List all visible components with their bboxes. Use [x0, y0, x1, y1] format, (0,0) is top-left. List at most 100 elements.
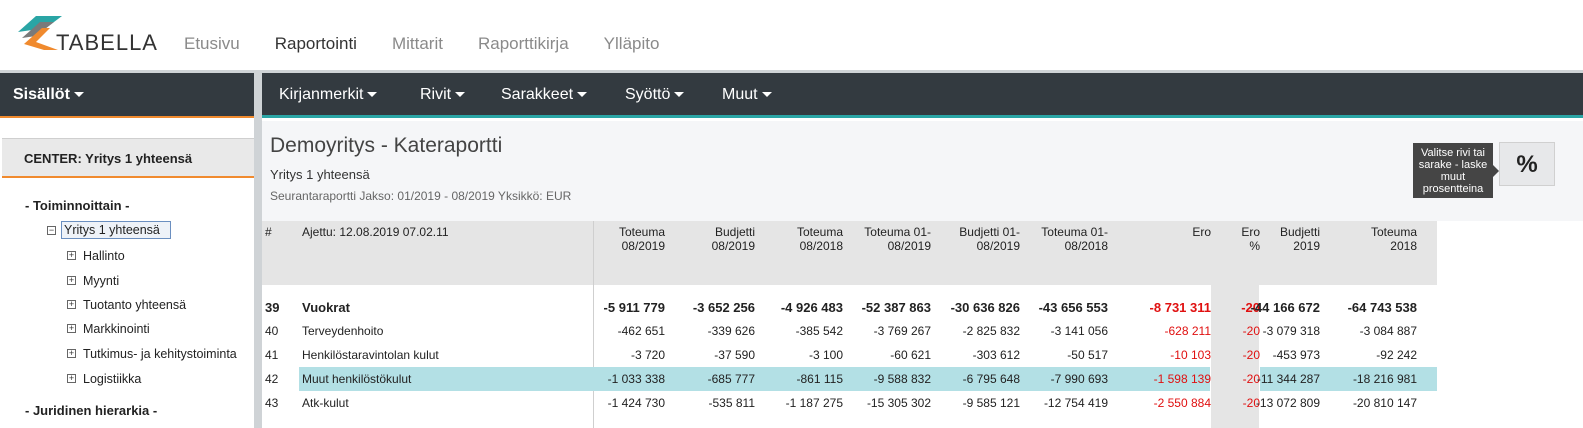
col-header[interactable]: Ero [1192, 225, 1211, 239]
nav-raporttikirja[interactable]: Raporttikirja [477, 34, 569, 53]
cell-value[interactable]: -92 242 [1376, 348, 1417, 362]
cell-value[interactable]: -20 [1242, 372, 1260, 386]
cell-value[interactable]: -3 720 [630, 348, 665, 362]
cell-value[interactable]: -453 973 [1272, 348, 1320, 362]
caret-down-icon [455, 92, 466, 98]
table-row[interactable]: 41 Henkilöstaravintolan kulut -3 720 -37 59… [262, 343, 1437, 367]
cell-value[interactable]: -2 550 884 [1153, 396, 1211, 410]
col-header[interactable]: Toteuma 08/2019 [619, 225, 665, 253]
table-row[interactable]: 42 Muut henkilöstökulut -1 033 338 -685 777… [262, 367, 1437, 391]
menu-rivit[interactable]: Rivit [420, 86, 466, 104]
cell-value[interactable]: -628 211 [1164, 324, 1211, 338]
cell-value[interactable]: -20 [1242, 348, 1260, 362]
cell-value[interactable]: -50 517 [1067, 348, 1108, 362]
menu-syotto[interactable]: Syöttö [625, 86, 685, 104]
cell-value[interactable]: -6 795 648 [962, 372, 1020, 386]
menu-muut[interactable]: Muut [722, 86, 772, 104]
nav-etusivu[interactable]: Etusivu [184, 34, 240, 53]
nav-raportointi[interactable]: Raportointi [274, 34, 357, 53]
row-label[interactable]: Muut henkilöstökulut [302, 372, 412, 386]
cell-value[interactable]: -3 141 056 [1050, 324, 1108, 338]
collapse-icon[interactable]: − [47, 225, 56, 235]
cell-value[interactable]: -15 305 302 [866, 396, 931, 410]
cell-value[interactable]: -18 216 981 [1352, 372, 1417, 386]
col-header[interactable]: Ero% [1241, 225, 1260, 253]
percent-button[interactable]: % [1499, 142, 1555, 186]
cell-value[interactable]: -20 [1242, 324, 1260, 338]
col-header[interactable]: Budjetti 08/2019 [712, 225, 755, 253]
row-number: 43 [265, 396, 279, 410]
cell-value[interactable]: -20 [1241, 300, 1260, 315]
cell-value[interactable]: -8 731 311 [1149, 300, 1211, 315]
cell-value[interactable]: -43 656 553 [1038, 300, 1108, 315]
cell-value[interactable]: -7 990 693 [1050, 372, 1108, 386]
cell-value[interactable]: -462 651 [617, 324, 665, 338]
expand-icon[interactable]: + [67, 373, 76, 383]
cell-value[interactable]: -685 777 [707, 372, 755, 386]
cell-value[interactable]: -11 344 287 [1256, 372, 1320, 386]
col-header[interactable]: Budjetti 2019 [1280, 225, 1320, 253]
cell-value[interactable]: -3 100 [808, 348, 843, 362]
cell-value[interactable]: -1 424 730 [607, 396, 665, 410]
row-label[interactable]: Terveydenhoito [302, 324, 384, 338]
cell-value[interactable]: -535 811 [708, 396, 755, 410]
expand-icon[interactable]: + [67, 348, 76, 358]
col-header[interactable]: Toteuma 01- 08/2019 [864, 225, 931, 253]
tabella-logo[interactable] [14, 12, 164, 60]
nav-mittarit[interactable]: Mittarit [391, 34, 443, 53]
cell-value[interactable]: -10 103 [1170, 348, 1211, 362]
cell-value[interactable]: -52 387 863 [861, 300, 931, 315]
cell-value[interactable]: -5 911 779 [603, 300, 665, 315]
cell-value[interactable]: -44 166 672 [1250, 300, 1320, 315]
cell-value[interactable]: -13 072 809 [1255, 396, 1320, 410]
col-header-line1: Budjetti 01- [959, 225, 1020, 239]
cell-value[interactable]: -64 743 538 [1347, 300, 1417, 315]
expand-icon[interactable]: + [67, 299, 76, 309]
cell-value[interactable]: -4 926 483 [780, 300, 843, 315]
expand-icon[interactable]: + [67, 250, 76, 260]
cell-value[interactable]: -9 588 832 [873, 372, 931, 386]
cell-value[interactable]: -9 585 121 [962, 396, 1020, 410]
col-header[interactable]: Budjetti 01- 08/2019 [959, 225, 1020, 253]
row-highlight [1260, 367, 1437, 391]
table-row[interactable]: 43 Atk-kulut -1 424 730 -535 811 -1 187 275 -… [262, 391, 1437, 415]
col-header[interactable]: Toteuma 08/2018 [797, 225, 843, 253]
center-selector[interactable]: CENTER: Yritys 1 yhteensä [2, 138, 254, 178]
col-header-line1: Budjetti [1279, 225, 1320, 239]
cell-value[interactable]: -3 084 887 [1359, 324, 1417, 338]
cell-value[interactable]: -1 033 338 [607, 372, 665, 386]
menu-kirjanmerkit[interactable]: Kirjanmerkit [279, 86, 378, 104]
expand-icon[interactable]: + [67, 275, 76, 285]
row-label[interactable]: Henkilöstaravintolan kulut [302, 348, 439, 362]
nav-yllapito[interactable]: Ylläpito [603, 34, 660, 53]
col-header-num[interactable]: # [265, 225, 272, 239]
menu-sarakkeet[interactable]: Sarakkeet [501, 86, 588, 104]
cell-value[interactable]: -385 542 [795, 324, 843, 338]
col-header[interactable]: Toteuma 01- 08/2018 [1041, 225, 1108, 253]
tree-group-toiminnoittain[interactable]: - Toiminnoittain - [25, 198, 130, 213]
cell-value[interactable]: -30 636 826 [950, 300, 1020, 315]
cell-value[interactable]: -1 598 139 [1153, 372, 1211, 386]
cell-value[interactable]: -3 769 267 [873, 324, 931, 338]
cell-value[interactable]: -339 626 [707, 324, 755, 338]
col-header[interactable]: Toteuma 2018 [1371, 225, 1417, 253]
cell-value[interactable]: -3 652 256 [692, 300, 755, 315]
table-row[interactable]: 40 Terveydenhoito -462 651 -339 626 -385 542… [262, 319, 1437, 343]
cell-value[interactable]: -20 810 147 [1352, 396, 1417, 410]
table-row[interactable]: 39 Vuokrat -5 911 779 -3 652 256 -4 926 483 -… [262, 295, 1437, 319]
cell-value[interactable]: -12 754 419 [1043, 396, 1108, 410]
cell-value[interactable]: -20 [1242, 396, 1260, 410]
cell-value[interactable]: -60 621 [890, 348, 931, 362]
row-label[interactable]: Atk-kulut [302, 396, 349, 410]
cell-value[interactable]: -861 115 [796, 372, 843, 386]
cell-value[interactable]: -2 825 832 [962, 324, 1020, 338]
expand-icon[interactable]: + [67, 323, 76, 333]
cell-value[interactable]: -37 590 [714, 348, 755, 362]
cell-value[interactable]: -3 079 318 [1262, 324, 1320, 338]
sisallot-menu[interactable]: Sisällöt [13, 86, 84, 104]
row-label[interactable]: Vuokrat [302, 300, 350, 315]
panel-splitter[interactable] [254, 73, 262, 428]
tree-group-juridinen[interactable]: - Juridinen hierarkia - [25, 403, 158, 418]
cell-value[interactable]: -1 187 275 [785, 396, 843, 410]
cell-value[interactable]: -303 612 [972, 348, 1020, 362]
